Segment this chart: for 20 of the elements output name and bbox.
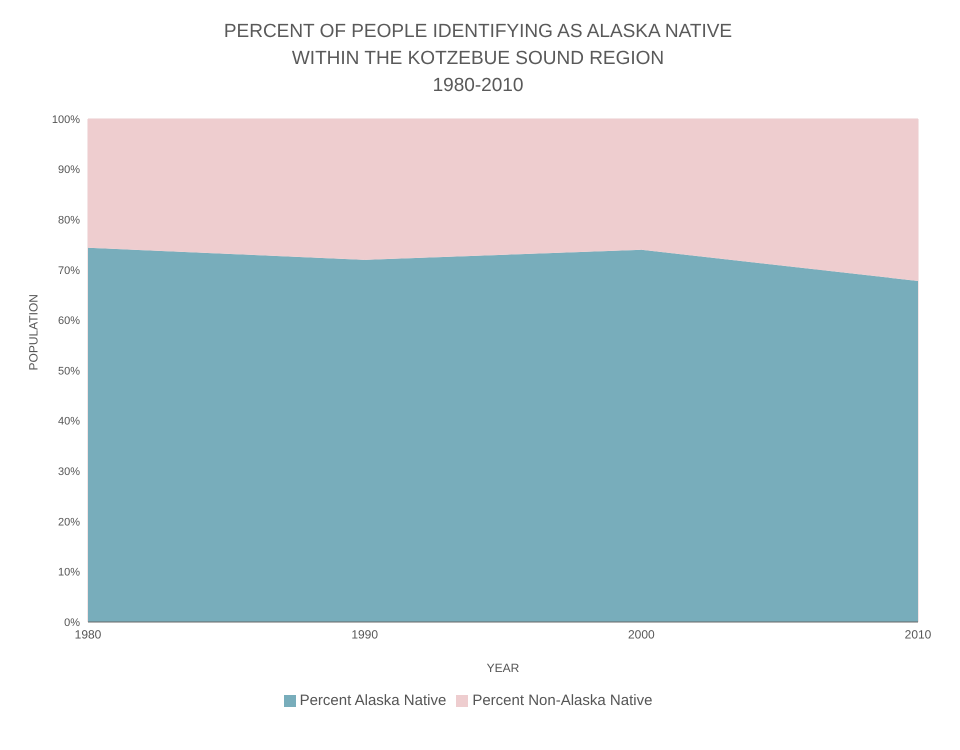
- y-tick-label: 100%: [52, 114, 80, 126]
- y-tick-label: 80%: [58, 214, 80, 227]
- chart-title: PERCENT OF PEOPLE IDENTIFYING AS ALASKA NATIVE WITHIN THE KOTZEBUE SOUND REGION 1980-2010: [222, 20, 734, 98]
- y-tick-label: 40%: [58, 416, 80, 428]
- y-tick-label: 0%: [64, 616, 80, 629]
- legend-label: Percent Non-Alaska Native: [472, 692, 652, 709]
- x-tick-label: 2010: [904, 628, 932, 642]
- y-axis-title: POPULATION: [26, 294, 40, 370]
- y-tick-label: 90%: [58, 164, 80, 176]
- y-tick-label: 50%: [58, 365, 80, 378]
- y-tick-label: 10%: [58, 566, 80, 579]
- legend-label: Percent Alaska Native: [300, 692, 446, 709]
- y-tick-label: 60%: [58, 315, 80, 328]
- y-tick-label: 70%: [58, 264, 80, 277]
- x-axis-title: YEAR: [486, 661, 520, 675]
- y-tick-label: 20%: [58, 516, 80, 528]
- x-tick-label: 2000: [628, 628, 656, 642]
- x-tick-label: 1980: [74, 628, 102, 642]
- x-tick-label: 1990: [351, 628, 378, 642]
- y-tick-label: 30%: [58, 466, 80, 478]
